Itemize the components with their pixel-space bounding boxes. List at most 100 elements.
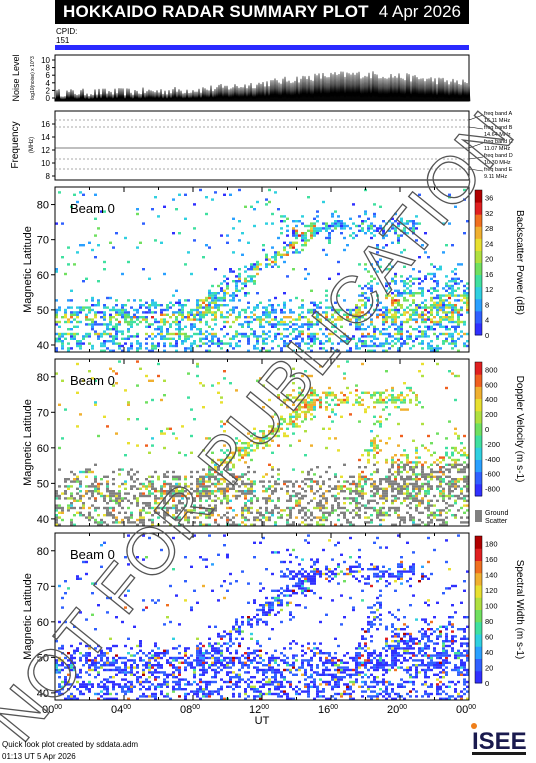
data-cell (307, 410, 310, 414)
data-cell (151, 311, 154, 314)
data-cell (73, 625, 76, 628)
data-cell (187, 521, 190, 524)
data-cell (406, 504, 409, 507)
data-cell (265, 265, 268, 268)
data-cell (244, 265, 247, 268)
data-cell (421, 342, 424, 345)
data-cell (172, 198, 175, 201)
data-cell (151, 208, 154, 211)
data-cell (265, 337, 268, 340)
data-cell (268, 323, 271, 326)
data-cell (112, 306, 115, 309)
data-cell (451, 335, 454, 338)
data-cell (448, 370, 451, 373)
data-cell (379, 265, 382, 268)
data-cell (466, 296, 469, 300)
data-cell (400, 337, 403, 340)
data-cell (88, 673, 91, 676)
data-cell (382, 398, 385, 402)
data-cell (73, 656, 76, 660)
data-cell (241, 516, 244, 519)
data-cell (115, 697, 118, 700)
data-cell (358, 328, 361, 331)
data-cell (289, 420, 292, 423)
data-cell (328, 437, 331, 440)
data-cell (211, 468, 214, 471)
data-cell (109, 335, 112, 338)
data-cell (313, 311, 316, 314)
data-cell (196, 656, 199, 660)
data-cell (397, 509, 400, 512)
data-cell (211, 296, 214, 300)
frequency-band-value: 10.30 MHz (484, 160, 511, 166)
data-cell (58, 659, 61, 662)
data-cell (64, 480, 67, 483)
data-cell (418, 487, 421, 490)
data-cell (409, 492, 412, 495)
data-cell (292, 482, 295, 486)
data-cell (232, 692, 235, 696)
data-cell (292, 330, 295, 333)
data-cell (373, 492, 376, 495)
data-cell (421, 244, 424, 247)
data-cell (94, 509, 97, 512)
data-cell (118, 308, 121, 312)
data-cell (100, 649, 103, 652)
data-cell (151, 349, 154, 352)
frequency-band-value: 16.11 MHz (484, 118, 510, 124)
data-cell (400, 490, 403, 493)
data-cell (439, 485, 442, 488)
data-cell (100, 311, 103, 314)
data-cell (391, 473, 394, 476)
data-cell (346, 480, 349, 483)
data-cell (94, 330, 97, 333)
data-cell (205, 499, 208, 502)
data-cell (172, 499, 175, 502)
data-cell (172, 656, 175, 660)
data-cell (232, 294, 235, 297)
data-cell (433, 289, 436, 292)
data-cell (211, 492, 214, 495)
data-cell (259, 323, 262, 326)
data-cell (337, 492, 340, 495)
data-cell (109, 494, 112, 498)
data-cell (385, 406, 388, 409)
data-cell (118, 320, 121, 324)
data-cell (295, 415, 298, 418)
data-cell (196, 308, 199, 312)
data-cell (214, 494, 217, 498)
data-cell (379, 518, 382, 522)
data-cell (244, 332, 247, 336)
data-cell (328, 490, 331, 493)
data-cell (232, 494, 235, 498)
data-cell (157, 475, 160, 478)
data-cell (436, 323, 439, 326)
data-cell (430, 277, 433, 280)
data-cell (355, 308, 358, 312)
data-cell (319, 227, 322, 230)
data-cell (436, 475, 439, 478)
data-cell (214, 676, 217, 679)
colorbar-tick-label: -400 (485, 455, 500, 464)
data-cell (355, 384, 358, 387)
data-cell (310, 487, 313, 490)
data-cell (319, 475, 322, 478)
data-cell (136, 208, 139, 211)
data-cell (187, 251, 190, 254)
data-cell (175, 647, 178, 650)
data-cell (118, 685, 121, 688)
data-cell (91, 482, 94, 486)
data-cell (442, 499, 445, 502)
data-cell (466, 475, 469, 478)
data-cell (445, 313, 448, 316)
data-cell (340, 391, 343, 394)
data-cell (298, 425, 301, 428)
data-cell (139, 656, 142, 660)
data-cell (415, 304, 418, 307)
data-cell (247, 492, 250, 495)
data-cell (205, 683, 208, 686)
data-cell (295, 418, 298, 421)
data-cell (175, 490, 178, 493)
data-cell (358, 313, 361, 316)
data-cell (373, 439, 376, 442)
